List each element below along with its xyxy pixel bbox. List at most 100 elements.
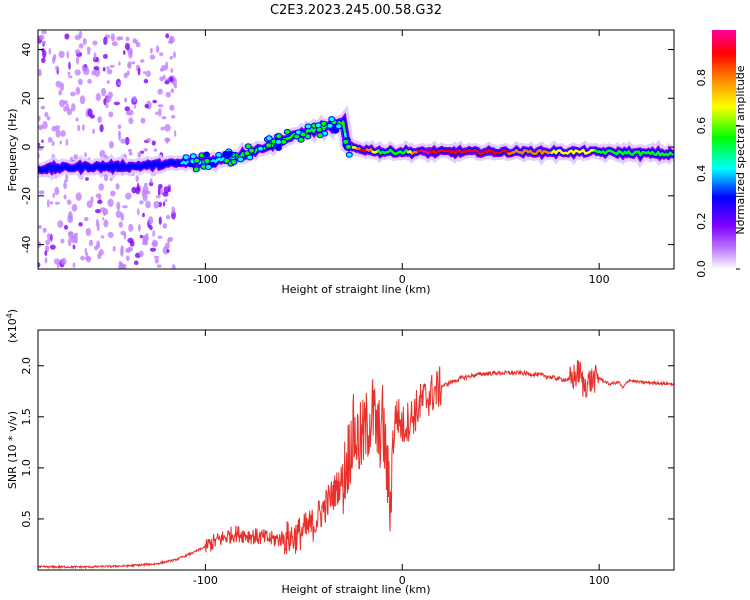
cloud-point: [124, 97, 128, 103]
cloud-point: [125, 255, 130, 261]
cloud-point: [82, 38, 87, 45]
y-tick-label: 2.0: [20, 357, 33, 375]
cloud-point: [38, 115, 41, 122]
cloud-point: [145, 200, 152, 209]
cloud-point: [53, 258, 61, 265]
cloud-point: [139, 234, 144, 239]
cloud-point: [73, 232, 78, 236]
cloud-point: [137, 67, 141, 76]
ridge-blob: [331, 127, 339, 134]
spectrogram-x-label: Height of straight line (km): [281, 283, 430, 296]
cloud-point: [123, 264, 127, 269]
ridge-blob: [345, 151, 353, 158]
cloud-point: [165, 61, 169, 71]
ridge-blob: [265, 142, 273, 149]
cloud-point: [46, 233, 51, 241]
cloud-point: [78, 222, 83, 227]
snr-y-ticks: 0.5 1.0 1.5 2.0: [20, 357, 674, 528]
ridge-blob: [225, 150, 233, 157]
snr-series-line: [38, 360, 674, 570]
cloud-point: [122, 205, 128, 209]
cloud-point: [63, 224, 69, 230]
cloud-point: [107, 231, 114, 238]
cloud-point: [87, 51, 91, 55]
ridge-blob: [189, 153, 197, 160]
cloud-point: [131, 61, 136, 65]
cloud-point: [108, 111, 114, 118]
cloud-point: [46, 116, 51, 121]
ridge-blob: [275, 133, 283, 140]
cloud-point: [144, 103, 149, 109]
ridge-blob: [203, 158, 211, 164]
cloud-point: [66, 50, 70, 59]
cloud-point: [124, 136, 130, 146]
cloud-point: [59, 140, 63, 145]
cloud-point: [146, 138, 151, 142]
figure-title: C2E3.2023.245.00.58.G32: [270, 3, 442, 18]
cloud-point: [50, 244, 56, 250]
cloud-point: [57, 220, 64, 228]
cloud-point: [165, 33, 170, 39]
cloud-point: [77, 124, 81, 132]
cloud-point: [92, 128, 95, 134]
ridge-blob: [342, 138, 350, 145]
cloud-point: [164, 199, 168, 203]
cloud-point: [149, 54, 156, 60]
cloud-point: [108, 141, 114, 149]
cloud-point: [64, 179, 69, 183]
ridge-blob: [193, 157, 201, 164]
cloud-point: [162, 223, 168, 229]
cloud-point: [170, 68, 174, 73]
cloud-point: [38, 262, 41, 268]
cloud-point: [41, 139, 44, 143]
cloud-point: [117, 81, 122, 86]
spectrogram-panel: -100 0 100 -40 -20 0 20 40 Height of straight …: [6, 29, 675, 296]
ridge-blob: [205, 164, 212, 170]
ridge-blob: [314, 122, 322, 129]
cloud-point: [166, 249, 170, 253]
cloud-point: [42, 40, 46, 45]
cloud-point: [41, 30, 47, 35]
snr-panel: -100 0 100 0.5 1.0 1.5 2.0 Height of straight…: [5, 309, 675, 596]
cloud-point: [47, 136, 53, 143]
cloud-point: [84, 247, 88, 255]
colorbar-tick-label: 0.6: [695, 117, 708, 135]
ridge-blob: [316, 132, 324, 139]
x-tick-label: 0: [399, 574, 406, 587]
cloud-point: [40, 105, 46, 110]
cloud-point: [95, 218, 99, 227]
cloud-point: [52, 192, 56, 199]
ridge-blob: [328, 116, 336, 123]
cloud-point: [133, 104, 137, 109]
cloud-point: [171, 206, 176, 214]
cloud-point: [95, 209, 101, 214]
cloud-point: [103, 219, 109, 228]
cloud-point: [141, 240, 149, 246]
cloud-point: [66, 108, 73, 116]
ridge-blob: [275, 138, 282, 145]
cloud-point: [99, 124, 104, 133]
cloud-point: [51, 140, 55, 147]
cloud-point: [125, 36, 130, 42]
cloud-point: [60, 130, 66, 137]
cloud-point: [118, 36, 124, 41]
y-tick-label: 20: [20, 91, 33, 105]
cloud-point: [42, 121, 48, 130]
cloud-point: [110, 190, 116, 197]
cloud-point: [44, 111, 49, 118]
scatter-cloud: [38, 30, 178, 269]
cloud-point: [105, 95, 112, 103]
cloud-point: [54, 201, 61, 205]
cloud-point: [160, 126, 165, 131]
cloud-point: [151, 140, 156, 146]
colorbar-tick-label: 0.0: [695, 260, 708, 278]
cloud-point: [93, 52, 97, 61]
cloud-point: [63, 194, 67, 200]
spectrogram-frame: [37, 29, 675, 270]
cloud-point: [58, 50, 65, 59]
cloud-point: [138, 224, 141, 232]
cloud-point: [46, 199, 50, 208]
cloud-point: [80, 255, 85, 261]
y-tick-label: -40: [20, 236, 33, 254]
ridge-blob: [244, 143, 252, 150]
